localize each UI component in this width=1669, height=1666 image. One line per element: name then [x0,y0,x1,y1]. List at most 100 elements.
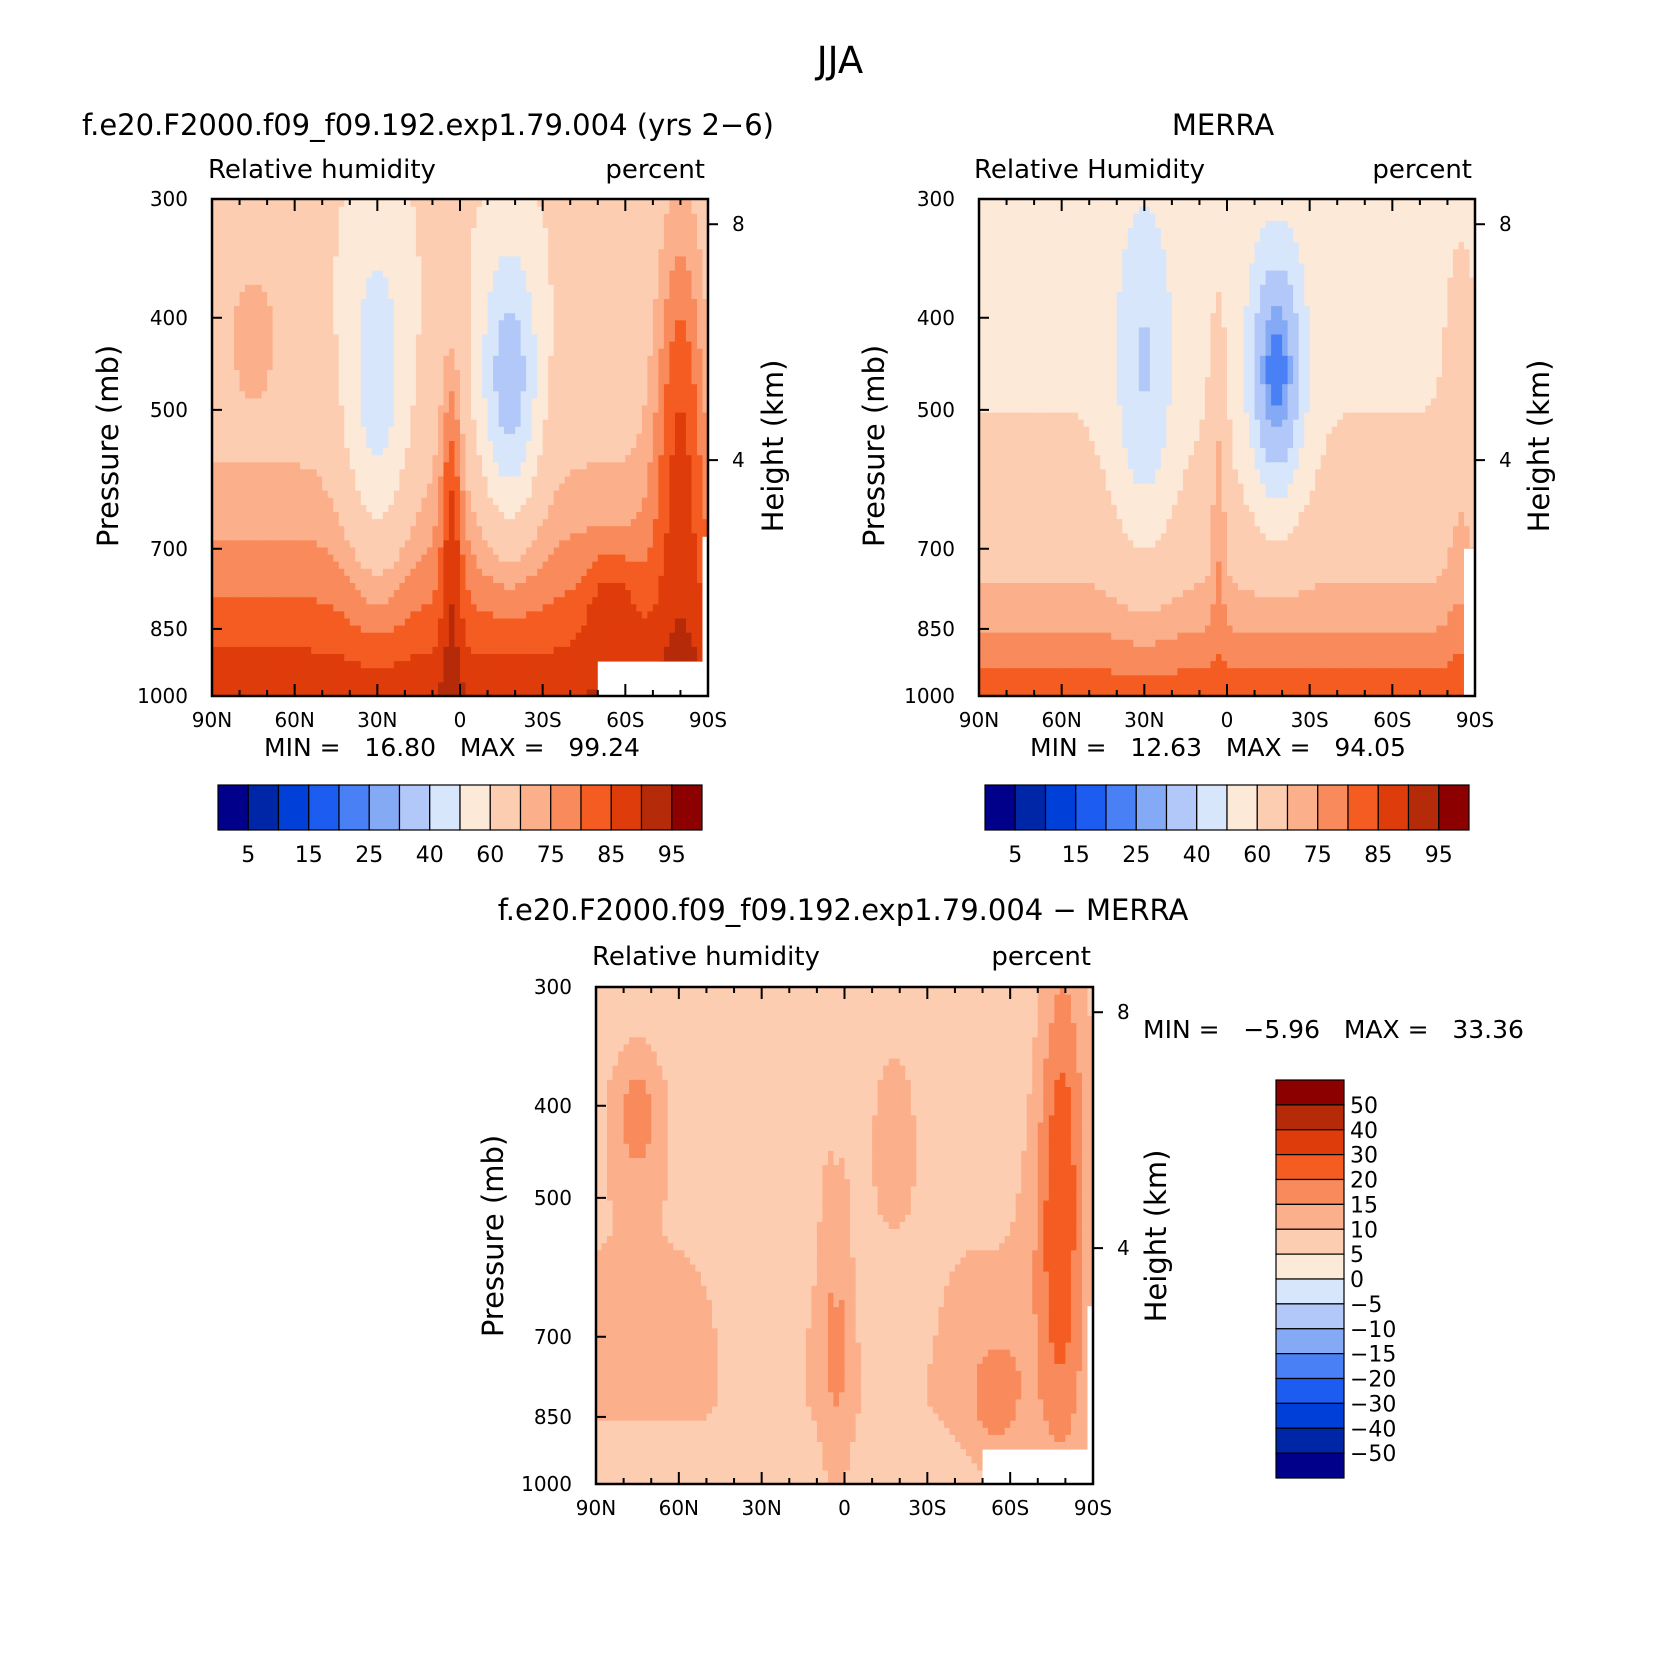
contour-cell [581,412,588,420]
contour-cell [520,248,527,257]
contour-cell [382,248,389,257]
contour-cell [597,206,604,214]
contour-cell [515,511,522,520]
contour-cell [305,568,312,576]
contour-cell [239,440,246,449]
contour-cell [575,497,582,505]
contour-cell [454,383,461,392]
contour-cell [267,369,274,378]
contour-cell [448,490,456,498]
contour-cell [493,511,500,520]
contour-cell [421,639,428,647]
contour-cell [294,419,301,427]
contour-cell [426,369,434,378]
contour-cell [559,412,566,420]
contour-cell [581,277,588,285]
contour-cell [382,206,389,214]
contour-cell [581,248,588,257]
contour-cell [344,546,351,555]
contour-cell [487,582,494,591]
contour-cell [234,333,241,342]
contour-cell [377,206,384,214]
contour-cell [493,483,500,491]
contour-cell [327,546,334,555]
contour-cell [256,213,263,221]
contour-cell [482,674,489,683]
contour-cell [305,404,312,413]
contour-cell [261,688,268,697]
contour-cell [212,660,219,669]
contour-cell [515,412,522,420]
contour-cell [437,511,445,520]
contour-cell [250,419,257,427]
contour-cell [548,447,555,456]
contour-cell [443,603,450,612]
contour-cell [388,603,395,612]
contour-cell [261,362,268,370]
contour-cell [443,653,450,662]
contour-cell [278,284,285,292]
contour-cell [421,305,428,314]
contour-cell [410,312,417,321]
contour-cell [245,241,252,250]
contour-cell [443,504,450,512]
contour-cell [355,227,362,236]
contour-cell [366,277,373,285]
contour-cell [388,412,395,420]
contour-cell [559,546,566,555]
contour-cell [542,610,549,619]
contour-cell [460,447,467,456]
contour-cell [360,369,367,378]
contour-cell [437,539,445,548]
contour-cell [460,326,467,335]
contour-cell [597,397,604,406]
contour-cell [443,213,450,221]
contour-cell [531,326,538,335]
contour-cell [415,404,423,413]
contour-cell [272,483,279,491]
contour-cell [548,341,555,349]
contour-cell [217,525,224,534]
contour-cell [570,277,577,285]
contour-cell [388,312,395,321]
contour-cell [327,483,334,491]
contour-cell [371,319,378,328]
contour-cell [393,199,400,207]
contour-cell [432,688,439,697]
contour-cell [217,213,224,221]
contour-cell [443,355,450,363]
contour-cell [493,674,500,683]
contour-cell [404,554,411,562]
contour-cell [537,617,544,626]
contour-cell [388,255,395,264]
contour-cell [289,213,296,221]
contour-cell [228,681,235,690]
contour-cell [300,596,307,605]
contour-cell [267,639,274,647]
contour-cell [360,341,367,349]
contour-cell [223,511,230,520]
contour-cell [421,319,428,328]
contour-cell [355,660,362,669]
contour-cell [410,454,417,463]
contour-cell [250,206,257,214]
contour-cell [564,490,571,498]
contour-cell [382,617,389,626]
contour-cell [559,539,566,548]
contour-cell [454,234,461,243]
contour-cell [393,213,400,221]
contour-cell [228,355,235,363]
contour-cell [267,326,274,335]
contour-cell [443,681,450,690]
contour-cell [597,497,604,505]
contour-cell [344,468,351,477]
contour-cell [294,376,301,385]
contour-cell [493,326,500,335]
contour-cell [404,610,411,619]
contour-cell [388,206,395,214]
contour-cell [509,667,516,676]
contour-cell [542,490,549,498]
contour-cell [355,390,362,399]
contour-cell [256,539,263,548]
contour-cell [564,270,571,278]
